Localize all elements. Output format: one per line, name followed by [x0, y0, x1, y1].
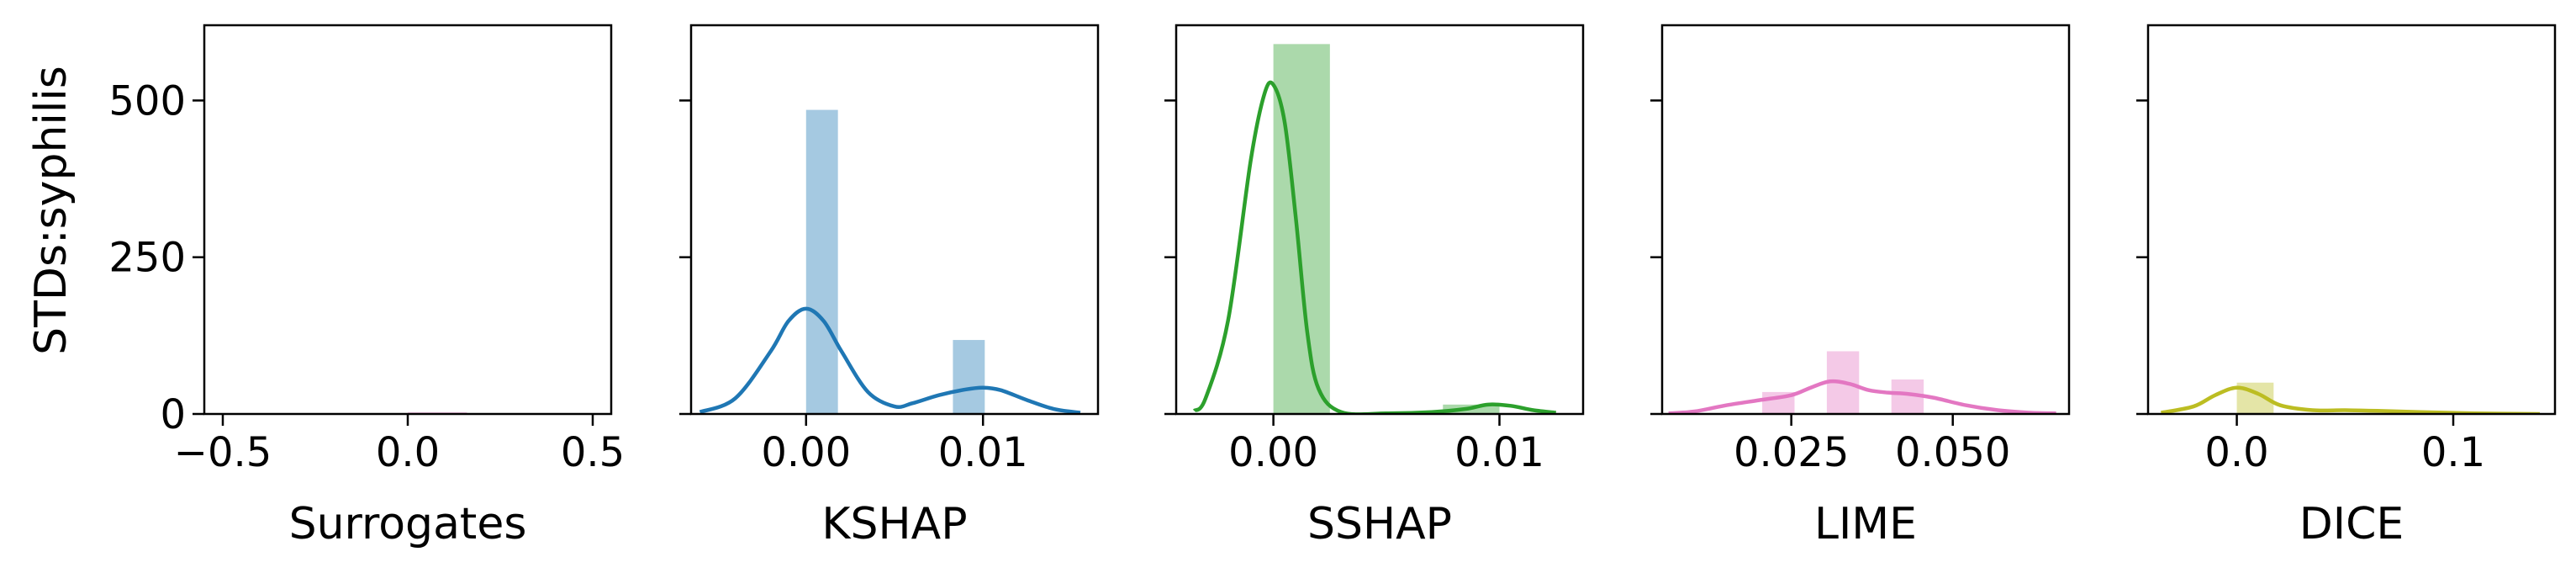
kde-curve [699, 306, 1081, 414]
y-axis-label: STDs:syphilis [26, 66, 77, 355]
kde-curve [2161, 385, 2541, 414]
x-tick-label: 0.5 [561, 429, 625, 476]
kde-curve [1192, 80, 1556, 414]
panel-frame [203, 24, 613, 416]
x-axis-label: LIME [1814, 499, 1917, 549]
y-tick-label: 250 [108, 235, 186, 282]
panel-frame [689, 24, 1100, 416]
kde-curve [1668, 379, 2056, 414]
x-axis-label: SSHAP [1307, 499, 1452, 549]
x-tick-label: 0.00 [1228, 429, 1318, 476]
x-tick-label: 0.0 [376, 429, 440, 476]
x-tick-label: 0.00 [761, 429, 851, 476]
panel-frame [2146, 24, 2557, 416]
x-tick-label: −0.5 [174, 429, 272, 476]
histogram-bar [953, 340, 985, 414]
x-tick-label: 0.01 [938, 429, 1028, 476]
histogram-bar [1273, 44, 1330, 414]
x-tick-label: 0.0 [2204, 429, 2268, 476]
y-tick-label: 500 [108, 77, 186, 125]
x-tick-label: 0.050 [1895, 429, 2010, 476]
histogram-bar [805, 109, 838, 414]
x-tick-label: 0.1 [2421, 429, 2485, 476]
x-axis-label: Surrogates [289, 499, 527, 549]
panel-frame [1660, 24, 2071, 416]
panel-frame [1175, 24, 1585, 416]
x-axis-label: DICE [2299, 499, 2404, 549]
y-tick-label: 0 [160, 391, 186, 438]
x-tick-label: 0.01 [1454, 429, 1544, 476]
x-tick-label: 0.025 [1734, 429, 1849, 476]
x-axis-label: KSHAP [821, 499, 967, 549]
